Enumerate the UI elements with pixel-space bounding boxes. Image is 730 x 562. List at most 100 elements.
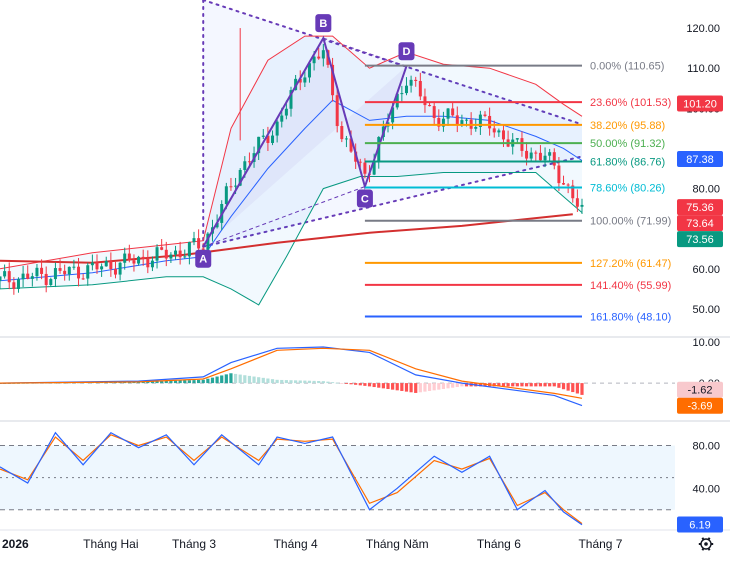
macd-histogram-bar [210, 377, 215, 384]
candle-body [234, 185, 238, 187]
pattern-point-a-badge [195, 249, 212, 268]
candle-body [100, 266, 104, 270]
candle-body [12, 282, 16, 289]
macd-histogram-bar [335, 382, 339, 384]
macd-histogram-bar [437, 383, 441, 390]
candle-body [164, 249, 168, 259]
candle-body [53, 268, 57, 280]
price-badge-label: 73.64 [686, 218, 714, 230]
candle-body [118, 262, 122, 275]
macd-histogram-bar [238, 374, 242, 384]
candle-body [275, 121, 279, 136]
macd-histogram-bar [460, 383, 464, 387]
fib-level-label: 61.80% (86.76) [590, 156, 665, 168]
macd-histogram-bar [298, 380, 302, 384]
candle-body [312, 56, 316, 64]
macd-histogram-bar [326, 381, 330, 384]
macd-panel [0, 346, 675, 407]
gear-tooth [707, 547, 711, 551]
macd-badge-label: -3.69 [687, 401, 712, 413]
time-axis-label: Tháng 7 [578, 537, 622, 551]
gear-tooth [701, 547, 705, 551]
fib-level-label: 0.00% (110.65) [590, 61, 664, 73]
candle-body [478, 114, 482, 127]
macd-histogram-bar [257, 377, 261, 384]
price-axis-tick-label: 60.00 [692, 264, 720, 276]
fib-level-label: 50.00% (91.32) [590, 138, 665, 150]
candle-body [474, 126, 478, 129]
macd-histogram-bar [183, 380, 187, 384]
candle-body [271, 135, 275, 143]
candle-body [155, 247, 159, 261]
candle-body [224, 186, 228, 205]
macd-histogram-bar [423, 383, 427, 392]
gear-hub [704, 542, 708, 546]
candle-body [49, 279, 53, 286]
macd-histogram-bar [321, 381, 325, 384]
candle-body [215, 222, 219, 228]
macd-histogram-bar [330, 382, 335, 384]
main-price-panel: A B C D 0.00% (110.65) 23.60% (101.53) 38.20% … [0, 0, 672, 325]
gear-tooth [707, 537, 711, 541]
macd-histogram-bar [261, 377, 265, 384]
macd-histogram-bar [169, 380, 173, 384]
candle-body [95, 262, 99, 270]
candle-body [0, 276, 2, 281]
price-axis-tick-label: 110.00 [687, 63, 720, 75]
macd-histogram-bar [252, 376, 256, 384]
candle-body [307, 63, 311, 78]
macd-histogram-bar [164, 380, 168, 384]
price-badge-label: 87.38 [686, 154, 714, 166]
macd-histogram-bar [340, 383, 344, 384]
gear-tooth [701, 537, 705, 541]
candle-body [331, 64, 335, 96]
macd-histogram-bar [312, 380, 316, 384]
candle-body [137, 256, 141, 264]
abcd-ac-dotted [203, 186, 366, 248]
macd-histogram-bar [543, 383, 547, 387]
macd-histogram-bar [391, 383, 395, 390]
macd-histogram-bar [538, 383, 543, 387]
macd-histogram-bar [386, 383, 390, 390]
macd-histogram-bar [247, 375, 252, 384]
candle-body [492, 128, 496, 133]
macd-badge-label: -1.62 [687, 385, 712, 397]
macd-histogram-bar [270, 379, 275, 384]
candle-body [391, 107, 395, 123]
price-badge-label: 73.56 [686, 234, 714, 246]
candle-body [446, 108, 450, 119]
candle-body [192, 238, 196, 243]
candle-body [303, 77, 307, 83]
stoch-k-line [0, 431, 583, 526]
pattern-fill [203, 38, 407, 247]
candle-body [169, 254, 173, 259]
candle-body [400, 93, 404, 95]
macd-histogram-bar [349, 383, 353, 385]
macd-histogram-bar [478, 383, 482, 387]
macd-histogram-bar [146, 381, 150, 384]
macd-histogram-bar [303, 380, 307, 384]
price-badge-bg [677, 199, 723, 216]
candle-body [437, 118, 441, 127]
macd-histogram-bar [427, 383, 432, 391]
settings-gear-icon[interactable] [698, 537, 714, 551]
candle-body [206, 233, 210, 250]
candle-body [132, 260, 136, 264]
macd-histogram-bar [506, 383, 510, 387]
candle-body [289, 90, 293, 109]
candle-body [335, 95, 339, 127]
candle-body [104, 261, 108, 267]
macd-histogram-bar [561, 383, 566, 390]
stoch-badge-bg [677, 516, 723, 533]
candle-body [127, 253, 131, 261]
candle-body [534, 152, 538, 154]
pattern-point-d-label: D [402, 46, 410, 58]
price-badge-bg [677, 231, 723, 248]
candle-body [344, 138, 348, 140]
candle-body [515, 138, 519, 140]
macd-histogram-bar [571, 383, 575, 393]
macd-histogram-bar [187, 380, 191, 384]
macd-histogram-bar [492, 383, 496, 387]
price-badge-bg [677, 95, 723, 112]
candle-body [113, 269, 117, 275]
